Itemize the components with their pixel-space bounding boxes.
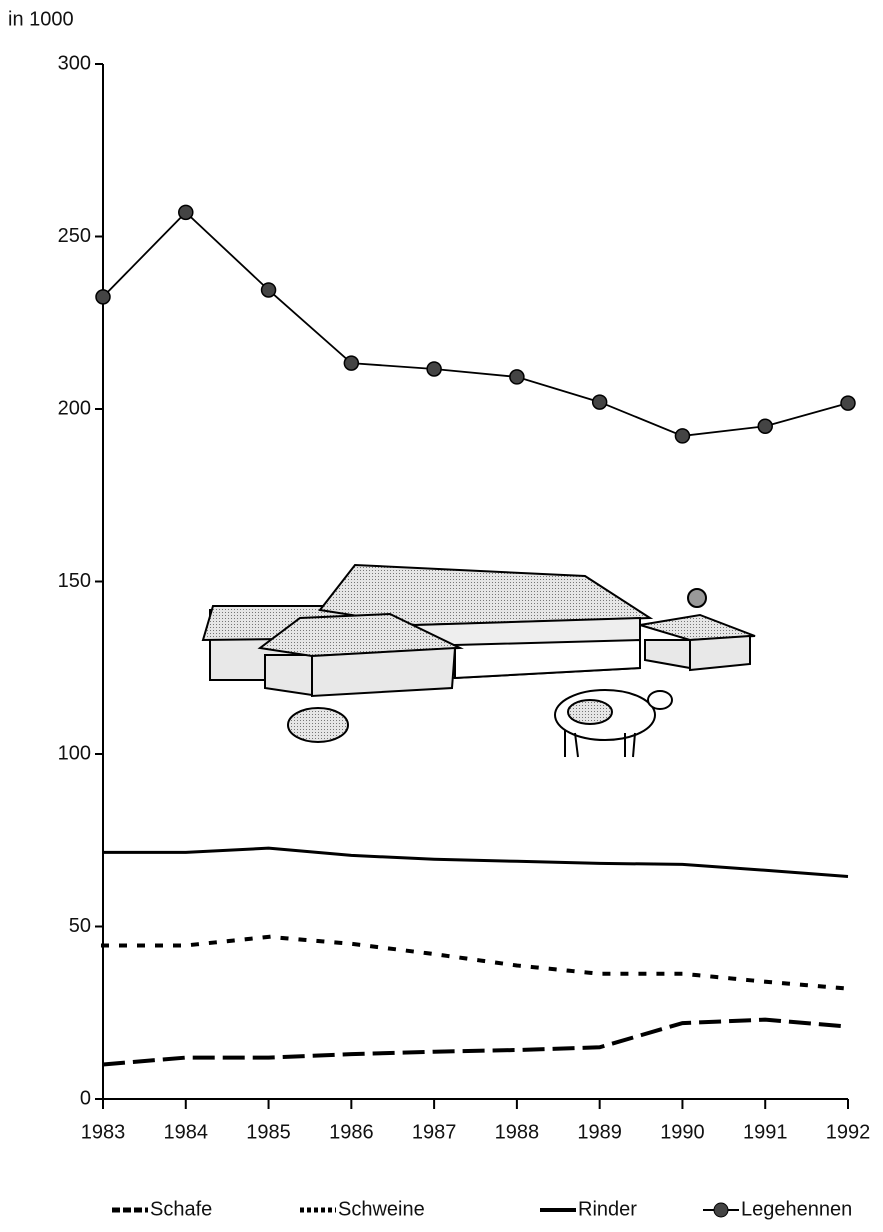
point — [674, 428, 691, 444]
x-tick-label: 1990 — [660, 1121, 705, 1143]
point — [509, 369, 525, 385]
x-tick-label: 1989 — [577, 1121, 622, 1143]
y-tick-label: 300 — [58, 52, 91, 74]
y-tick-label: 100 — [58, 742, 91, 764]
y-tick-label: 150 — [58, 570, 91, 592]
point — [95, 289, 111, 305]
series-line — [103, 846, 849, 878]
x-tick-label: 1988 — [495, 1121, 540, 1143]
legend-label: Rinder — [578, 1198, 637, 1220]
point — [260, 282, 277, 298]
farm-illustration — [201, 563, 756, 758]
series-line — [102, 1017, 849, 1067]
point — [343, 355, 360, 371]
legend-label: Legehennen — [741, 1198, 852, 1220]
series-line — [101, 934, 851, 991]
legend-label: Schafe — [150, 1198, 212, 1220]
x-tick-label: 1992 — [826, 1121, 871, 1143]
point — [840, 395, 856, 411]
series-line — [102, 211, 849, 437]
point — [178, 204, 194, 221]
y-axis-label: in 1000 — [8, 8, 74, 30]
x-tick-label: 1983 — [81, 1121, 126, 1143]
legend-marker — [713, 1202, 729, 1218]
x-tick-label: 1987 — [412, 1121, 457, 1143]
x-tick-label: 1991 — [743, 1121, 788, 1143]
y-tick-label: 250 — [58, 225, 91, 247]
point — [426, 361, 442, 377]
point — [757, 418, 773, 434]
point — [591, 394, 608, 410]
y-tick-label: 0 — [80, 1087, 91, 1109]
x-tick-label: 1986 — [329, 1121, 374, 1143]
y-tick-label: 200 — [58, 397, 91, 419]
x-tick-label: 1984 — [164, 1121, 209, 1143]
y-tick-label: 50 — [69, 915, 91, 937]
x-tick-label: 1985 — [246, 1121, 291, 1143]
legend-label: Schweine — [338, 1198, 425, 1220]
